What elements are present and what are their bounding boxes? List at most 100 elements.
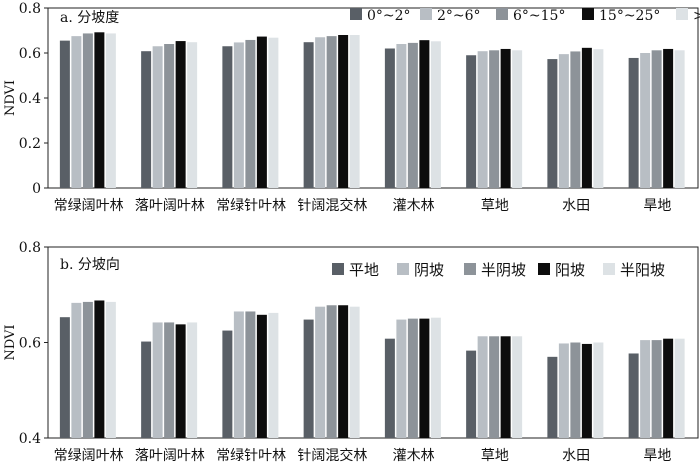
bar [175, 324, 186, 438]
legend-swatch [496, 8, 508, 20]
bar [477, 336, 488, 438]
bar [651, 50, 662, 188]
chart-panel-b: 0.4 0.6 0.8 NDVI 常绿阔叶林 落叶阔叶林 常绿针叶林 针阔混交林 灌木林 草地 水田… [3, 240, 699, 464]
bar [512, 50, 523, 188]
y-tick-label: 0.2 [19, 136, 41, 152]
legend-swatch [538, 263, 550, 275]
bar [303, 319, 314, 438]
legend-label: 0°~2° [367, 8, 411, 24]
bar [558, 54, 569, 188]
bar [105, 301, 116, 438]
legend-label: 6°~15° [513, 8, 565, 24]
bar [640, 53, 651, 188]
bar [349, 306, 360, 438]
x-tick-label: 针阔混交林 [297, 447, 367, 464]
bar [512, 336, 523, 438]
bar [581, 343, 592, 438]
x-tick-label: 常绿针叶林 [216, 448, 286, 464]
bar [489, 336, 500, 438]
bar [651, 340, 662, 438]
bar [141, 51, 152, 189]
bar [663, 48, 674, 189]
bar [222, 330, 233, 438]
bar [500, 336, 511, 438]
bar [674, 338, 685, 438]
bar [71, 36, 82, 189]
bar [94, 300, 105, 438]
legend-label: 半阳坡 [620, 261, 665, 279]
bar [396, 319, 407, 438]
bar [187, 42, 198, 189]
x-tick-label: 旱地 [643, 198, 671, 214]
x-tick-label: 针阔混交林 [297, 197, 367, 214]
y-tick-label: 0 [32, 181, 41, 197]
bar [384, 48, 395, 188]
bar [256, 36, 267, 188]
x-tick-label: 常绿阔叶林 [54, 198, 124, 214]
bar [547, 59, 558, 188]
bar [245, 39, 256, 189]
bar [674, 50, 685, 188]
legend: 0°~2° 2°~6° 6°~15° 15°~25° >25° [350, 8, 700, 24]
bar [419, 40, 430, 188]
bar [141, 341, 152, 438]
bar [268, 312, 279, 438]
chart-panel-a: 0 0.2 0.4 0.6 0.8 NDVI 常绿阔叶林 落叶阔叶林 常绿针叶林 针阔混交林 灌木林… [3, 1, 700, 214]
bar [558, 343, 569, 438]
legend-swatch [350, 8, 362, 20]
bar [419, 318, 430, 439]
panel-title: b. 分坡向 [60, 257, 120, 273]
bar [581, 47, 592, 188]
bar [466, 350, 477, 438]
bar [82, 301, 93, 438]
bar [175, 41, 186, 188]
bar [628, 353, 639, 438]
legend-swatch [332, 263, 344, 275]
bar [303, 42, 314, 189]
legend-label: 阳坡 [555, 261, 585, 279]
x-tick-label: 常绿阔叶林 [54, 448, 124, 464]
legend-label: 平地 [349, 261, 379, 279]
bar [164, 44, 175, 188]
bar [105, 33, 116, 189]
bar [187, 322, 198, 438]
legend-swatch [676, 8, 688, 20]
bar [164, 322, 175, 438]
bar [430, 41, 441, 188]
bar [71, 302, 82, 438]
bar [315, 306, 326, 438]
bar [640, 340, 651, 438]
panel-title: a. 分坡度 [60, 10, 119, 26]
legend-swatch [420, 8, 432, 20]
legend-label: 2°~6° [437, 8, 481, 24]
y-axis-label: NDVI [3, 80, 18, 116]
legend-swatch [603, 263, 615, 275]
x-tick-label: 常绿针叶林 [216, 198, 286, 214]
bar [407, 42, 418, 189]
x-tick-label: 落叶阔叶林 [135, 448, 205, 464]
bar [233, 311, 244, 438]
bar [256, 314, 267, 438]
y-tick-label: 0.8 [19, 1, 41, 17]
x-tick-label: 落叶阔叶林 [135, 198, 205, 214]
bar [326, 36, 337, 189]
bar [59, 317, 70, 438]
bar [326, 305, 337, 438]
bar [338, 35, 349, 188]
bar [152, 46, 163, 188]
bar [593, 342, 604, 438]
x-tick-label: 灌木林 [393, 448, 435, 464]
bar [59, 40, 70, 189]
bar [477, 51, 488, 189]
bar [94, 32, 105, 188]
bar [315, 37, 326, 188]
x-tick-label: 草地 [481, 198, 509, 214]
legend-swatch [397, 263, 409, 275]
bar [384, 338, 395, 438]
y-axis-label: NDVI [3, 324, 18, 360]
legend-label: 半阴坡 [481, 261, 526, 279]
y-tick-label: 0.8 [19, 240, 41, 256]
bar [268, 37, 279, 189]
